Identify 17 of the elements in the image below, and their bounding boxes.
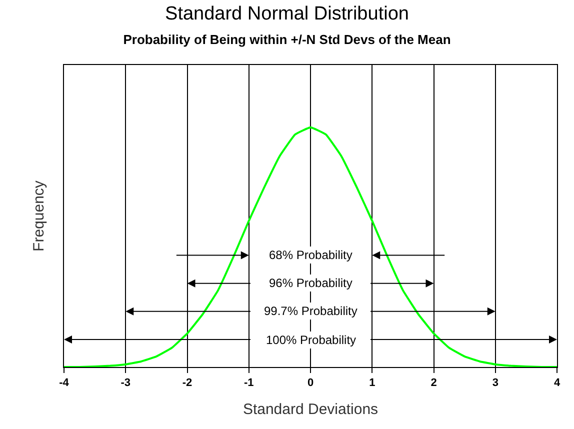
x-tick-label: -1 [244, 377, 254, 390]
x-tick-label: 1 [369, 377, 376, 390]
y-axis-title: Frequency [30, 180, 48, 252]
x-tick-label: 0 [307, 377, 314, 390]
x-tick-label: 3 [492, 377, 498, 390]
x-tick-label: 2 [430, 377, 437, 390]
x-axis-title: Standard Deviations [242, 401, 378, 418]
chart-subtitle: Probability of Being within +/-N Std Devs of the Mean [123, 32, 451, 48]
annotation: 68% Probability [269, 248, 352, 262]
annotation: 99.7% Probability [264, 304, 358, 318]
x-tick-label: 4 [554, 377, 561, 390]
annotation: 100% Probability [266, 333, 356, 347]
annotation: 96% Probability [269, 276, 352, 290]
x-tick-label: -3 [120, 377, 131, 390]
x-tick-label: -4 [59, 377, 70, 390]
x-tick-label: -2 [182, 377, 192, 390]
chart-title: Standard Normal Distribution [165, 3, 409, 24]
